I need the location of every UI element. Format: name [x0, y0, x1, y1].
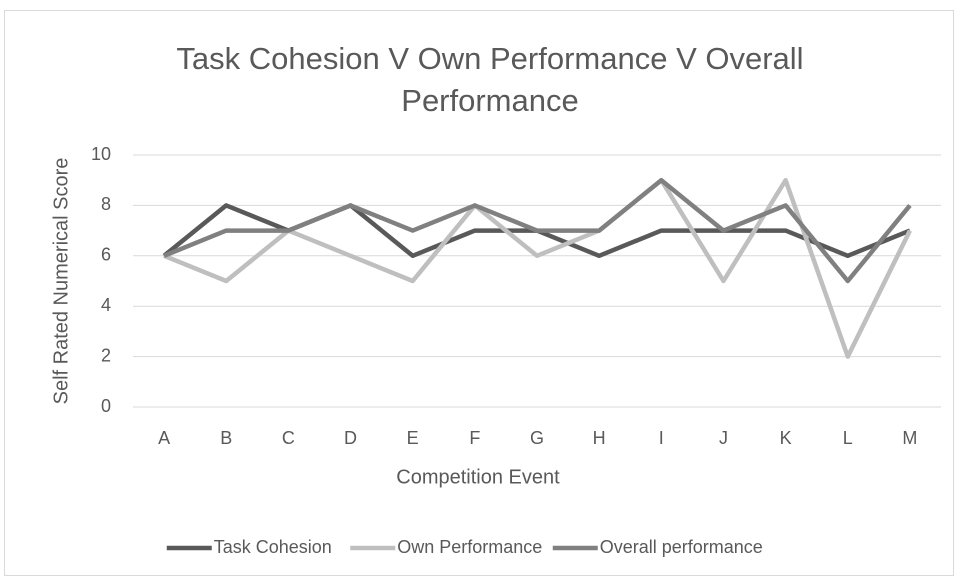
- chart-frame: [4, 10, 954, 576]
- series-line: [163, 177, 912, 284]
- x-tick-label: J: [719, 428, 728, 448]
- x-tick-label: E: [407, 428, 419, 448]
- legend-label: Overall performance: [600, 537, 763, 557]
- legend-label: Own Performance: [397, 537, 542, 557]
- x-tick-label: H: [593, 428, 606, 448]
- x-tick-label: M: [902, 428, 917, 448]
- series-line: [163, 177, 912, 359]
- x-tick-label: D: [344, 428, 357, 448]
- x-tick-label: A: [158, 428, 170, 448]
- y-tick-label: 2: [101, 345, 111, 365]
- legend-label: Task Cohesion: [214, 537, 332, 557]
- y-tick-label: 0: [101, 396, 111, 416]
- x-tick-label: I: [659, 428, 664, 448]
- x-tick-label: F: [469, 428, 480, 448]
- x-tick-label: G: [530, 428, 544, 448]
- x-tick-label: B: [220, 428, 232, 448]
- y-axis-label: Self Rated Numerical Score: [50, 158, 72, 405]
- y-tick-label: 10: [91, 144, 111, 164]
- x-tick-label: L: [843, 428, 853, 448]
- y-tick-label: 6: [101, 245, 111, 265]
- x-axis-label: Competition Event: [396, 466, 560, 488]
- chart-title: Task Cohesion V Own Performance V Overal…: [176, 41, 804, 118]
- y-tick-label: 4: [101, 295, 111, 315]
- x-tick-label: C: [282, 428, 295, 448]
- y-tick-label: 8: [101, 194, 111, 214]
- x-tick-label: K: [780, 428, 792, 448]
